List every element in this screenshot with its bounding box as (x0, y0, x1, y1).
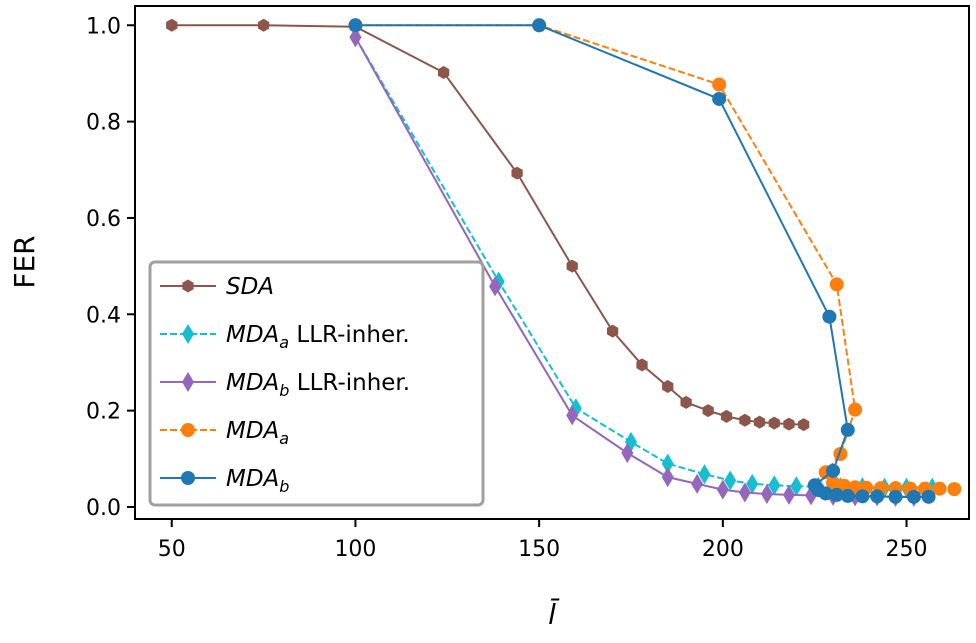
data-point-sda (257, 18, 270, 32)
data-point-sda (798, 418, 810, 432)
x-tick-label: 200 (702, 537, 744, 562)
data-point-mda-a-llr-inher (724, 470, 737, 491)
data-point-mda-b (870, 489, 885, 504)
data-point-mda-a-llr-inher (746, 473, 759, 494)
data-point-mda-b (826, 463, 841, 478)
data-point-mda-b (906, 489, 921, 504)
data-point-mda-a-llr-inher (661, 453, 674, 474)
y-tick-label: 0.8 (86, 111, 121, 136)
data-point-mda-b-llr-inher (738, 482, 751, 503)
data-point-mda-b-llr-inher (489, 276, 502, 297)
legend-entry-mda-a: MDAa (160, 418, 289, 448)
data-point-mda-b (829, 487, 844, 502)
legend-marker (182, 324, 194, 344)
legend-entry-mda-b: MDAb (160, 466, 289, 496)
y-tick-label: 0.6 (86, 207, 121, 232)
data-point-sda (768, 416, 780, 430)
data-point-mda-a (712, 77, 727, 92)
data-point-mda-b (840, 422, 855, 437)
data-point-sda (437, 65, 450, 79)
data-point-sda (720, 409, 733, 423)
data-point-sda (680, 395, 692, 409)
data-point-mda-b-llr-inher (566, 405, 579, 426)
y-axis: 0.0 0.2 0.4 0.6 0.8 1.0 (86, 14, 135, 521)
legend-label: MDAb LLR-inher. (226, 370, 410, 400)
series-mda-a-llr-inher (349, 27, 939, 498)
y-tick-label: 0.2 (86, 400, 121, 425)
legend-entry-mda-a-llr-inher: MDAa LLR-inher. (160, 322, 410, 352)
series-layer (166, 18, 962, 507)
y-axis-title: FER (8, 235, 41, 288)
legend: SDA MDAa LLR-inher. MDAb LLR-inher. MDAa MDA… (148, 260, 485, 507)
data-point-sda (702, 404, 714, 418)
data-point-mda-b (818, 486, 833, 501)
data-point-mda-b-llr-inher (691, 473, 704, 494)
x-tick-label: 250 (886, 537, 928, 562)
series-sda (166, 18, 810, 432)
data-point-sda (606, 324, 619, 338)
legend-marker (181, 471, 195, 485)
data-point-mda-b (921, 489, 936, 504)
legend-entry-mda-b-llr-inher: MDAb LLR-inher. (160, 370, 410, 400)
data-point-mda-b (712, 91, 727, 106)
legend-marker (181, 423, 195, 437)
data-point-sda (783, 417, 795, 431)
legend-label: MDAa LLR-inher. (226, 322, 410, 352)
data-point-mda-b (840, 488, 855, 503)
series-mda-a (348, 18, 962, 497)
data-point-mda-a-llr-inher (768, 475, 781, 496)
data-point-sda (511, 166, 523, 180)
y-tick-label: 0.4 (86, 303, 121, 328)
plot-frame (134, 5, 970, 520)
data-point-mda-a (932, 481, 947, 496)
y-tick-label: 0.0 (86, 496, 121, 521)
data-point-sda (566, 259, 578, 273)
legend-entry-sda: SDA (160, 274, 274, 300)
data-point-mda-b-llr-inher (716, 479, 729, 500)
legend-label: MDAa (226, 418, 289, 448)
legend-marker (182, 279, 194, 293)
legend-box (148, 260, 485, 507)
data-point-sda (636, 358, 648, 372)
data-point-sda (753, 415, 766, 429)
y-tick-label: 1.0 (86, 14, 121, 39)
data-point-mda-b-llr-inher (782, 484, 795, 505)
data-point-mda-b (855, 489, 870, 504)
data-point-mda-a-llr-inher (790, 476, 803, 497)
series-mda-b (348, 18, 936, 504)
data-point-mda-b (822, 309, 837, 324)
x-tick-label: 150 (518, 537, 560, 562)
series-line-mda-a-llr-inher (354, 36, 933, 489)
data-point-mda-b-llr-inher (349, 27, 362, 48)
data-point-mda-b-llr-inher (661, 467, 674, 488)
legend-label: MDAb (226, 466, 289, 496)
data-point-mda-b (348, 18, 363, 33)
x-tick-label: 100 (334, 537, 376, 562)
x-tick-label: 50 (158, 537, 186, 562)
data-point-sda (662, 380, 674, 394)
data-point-mda-b-llr-inher (621, 443, 634, 464)
legend-marker (182, 372, 194, 392)
data-point-mda-a-llr-inher (698, 464, 711, 485)
data-point-mda-b-llr-inher (760, 483, 773, 504)
data-point-mda-a (947, 482, 962, 497)
data-point-mda-b (532, 18, 547, 33)
x-axis: 50 100 150 200 250 (158, 519, 928, 562)
data-point-mda-a (829, 277, 844, 292)
data-point-sda (166, 18, 178, 32)
data-point-mda-b (888, 489, 903, 504)
data-point-mda-a (826, 475, 841, 490)
data-point-mda-a (848, 402, 863, 417)
legend-label: SDA (226, 274, 274, 300)
data-point-sda (739, 413, 751, 427)
